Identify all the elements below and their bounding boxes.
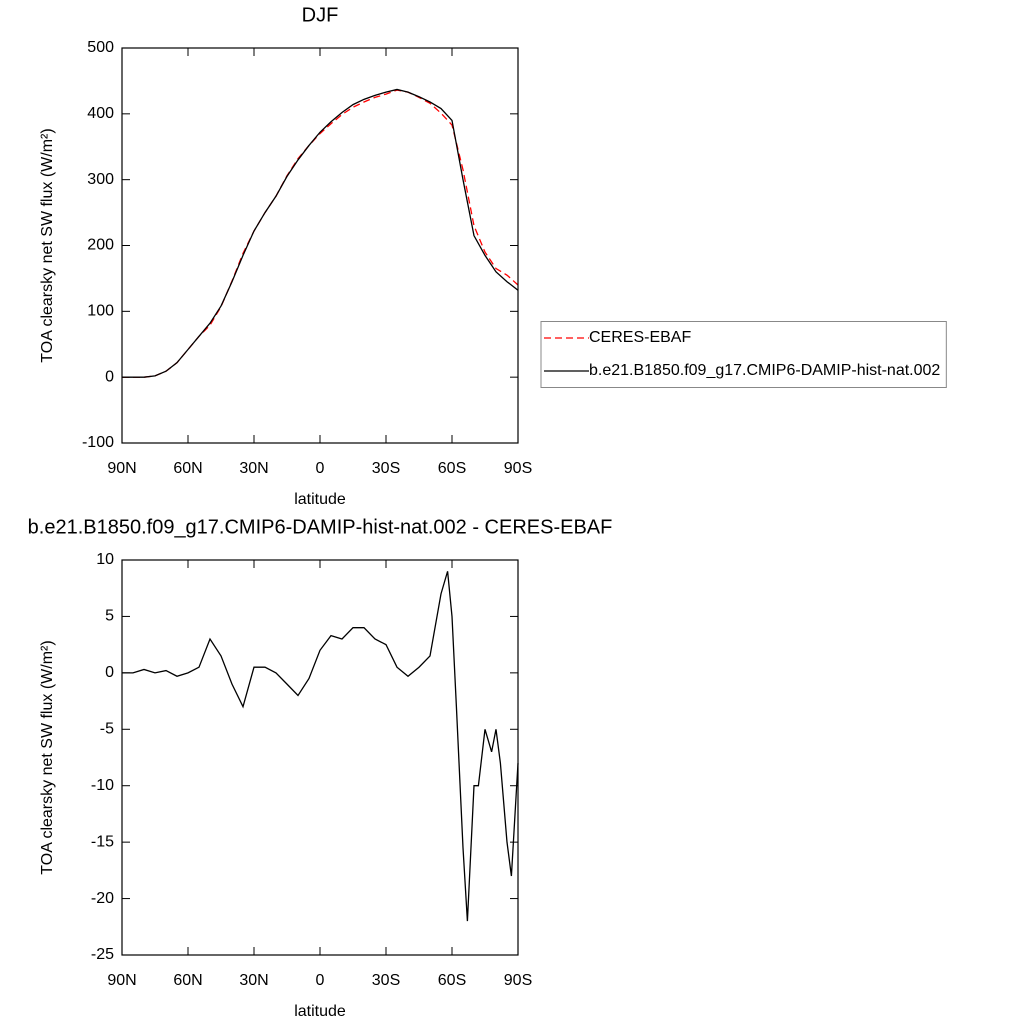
y-axis-label: TOA clearsky net SW flux (W/m²) (39, 640, 56, 874)
y-axis-label: TOA clearsky net SW flux (W/m²) (39, 128, 56, 362)
y-tick-label: -20 (91, 890, 114, 907)
y-tick-label: 500 (87, 39, 114, 56)
chart-title: DJF (302, 4, 339, 26)
x-tick-label: 30N (239, 460, 268, 477)
y-tick-label: 0 (105, 664, 114, 681)
x-tick-label: 30S (372, 972, 400, 989)
x-tick-label: 60N (173, 460, 202, 477)
y-tick-label: 10 (96, 551, 114, 568)
x-tick-label: 30N (239, 972, 268, 989)
y-tick-label: -10 (91, 777, 114, 794)
chart-title: b.e21.B1850.f09_g17.CMIP6-DAMIP-hist-nat… (28, 516, 613, 538)
y-tick-label: 100 (87, 303, 114, 320)
legend-frame (540, 321, 947, 388)
y-tick-label: 5 (105, 608, 114, 625)
data-line (122, 571, 519, 922)
x-tick-label: 0 (316, 460, 325, 477)
x-axis-label: latitude (294, 491, 346, 508)
y-tick-label: 300 (87, 171, 114, 188)
data-line (122, 89, 519, 378)
y-tick-label: 200 (87, 237, 114, 254)
plot-frame (121, 559, 519, 956)
y-tick-label: 400 (87, 105, 114, 122)
x-tick-label: 60S (438, 460, 466, 477)
x-tick-label: 90S (504, 460, 532, 477)
data-line (122, 88, 519, 378)
x-axis-label: latitude (294, 1003, 346, 1020)
y-tick-label: -5 (100, 721, 114, 738)
y-tick-label: -25 (91, 946, 114, 963)
legend: CERES-EBAF b.e21.B1850.f09_g17.CMIP6-DAMI… (540, 321, 947, 388)
y-tick-label: -15 (91, 833, 114, 850)
x-tick-label: 90N (107, 972, 136, 989)
x-tick-label: 60N (173, 972, 202, 989)
plot-frame (121, 47, 519, 444)
x-tick-label: 90N (107, 460, 136, 477)
x-tick-label: 60S (438, 972, 466, 989)
x-tick-label: 90S (504, 972, 532, 989)
y-tick-label: -100 (82, 434, 114, 451)
legend-label: CERES-EBAF (589, 329, 691, 346)
y-tick-label: 0 (105, 368, 114, 385)
legend-label: b.e21.B1850.f09_g17.CMIP6-DAMIP-hist-nat… (589, 362, 940, 379)
x-tick-label: 0 (316, 972, 325, 989)
x-tick-label: 30S (372, 460, 400, 477)
